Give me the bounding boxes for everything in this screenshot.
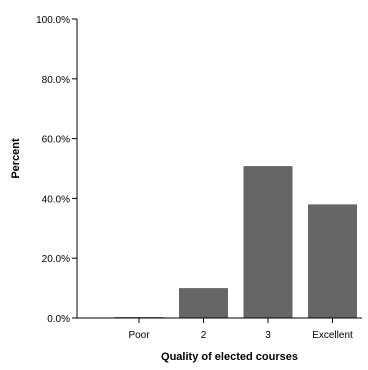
bar-3 <box>243 166 293 318</box>
y-tick-label: 20.0% <box>42 254 70 265</box>
bars-group <box>114 166 357 319</box>
x-tick-label: 3 <box>265 330 271 341</box>
bar-2 <box>179 288 228 318</box>
x-tick-label: Poor <box>128 330 150 341</box>
y-axis-ticks: 0.0% 20.0% 40.0% 60.0% 80.0% 100.0% <box>36 15 77 325</box>
bar-excellent <box>308 204 357 318</box>
y-tick-label: 80.0% <box>42 75 70 86</box>
y-tick-label: 0.0% <box>47 314 70 325</box>
y-tick-label: 100.0% <box>36 15 70 26</box>
y-tick-label: 60.0% <box>42 135 70 146</box>
x-axis-title: Quality of elected courses <box>161 351 298 363</box>
y-tick-label: 40.0% <box>42 194 70 205</box>
x-tick-label: 2 <box>201 330 207 341</box>
y-axis-title: Percent <box>10 138 22 179</box>
x-tick-label: Excellent <box>312 330 353 341</box>
x-axis-ticks: Poor 2 3 Excellent <box>128 318 353 341</box>
